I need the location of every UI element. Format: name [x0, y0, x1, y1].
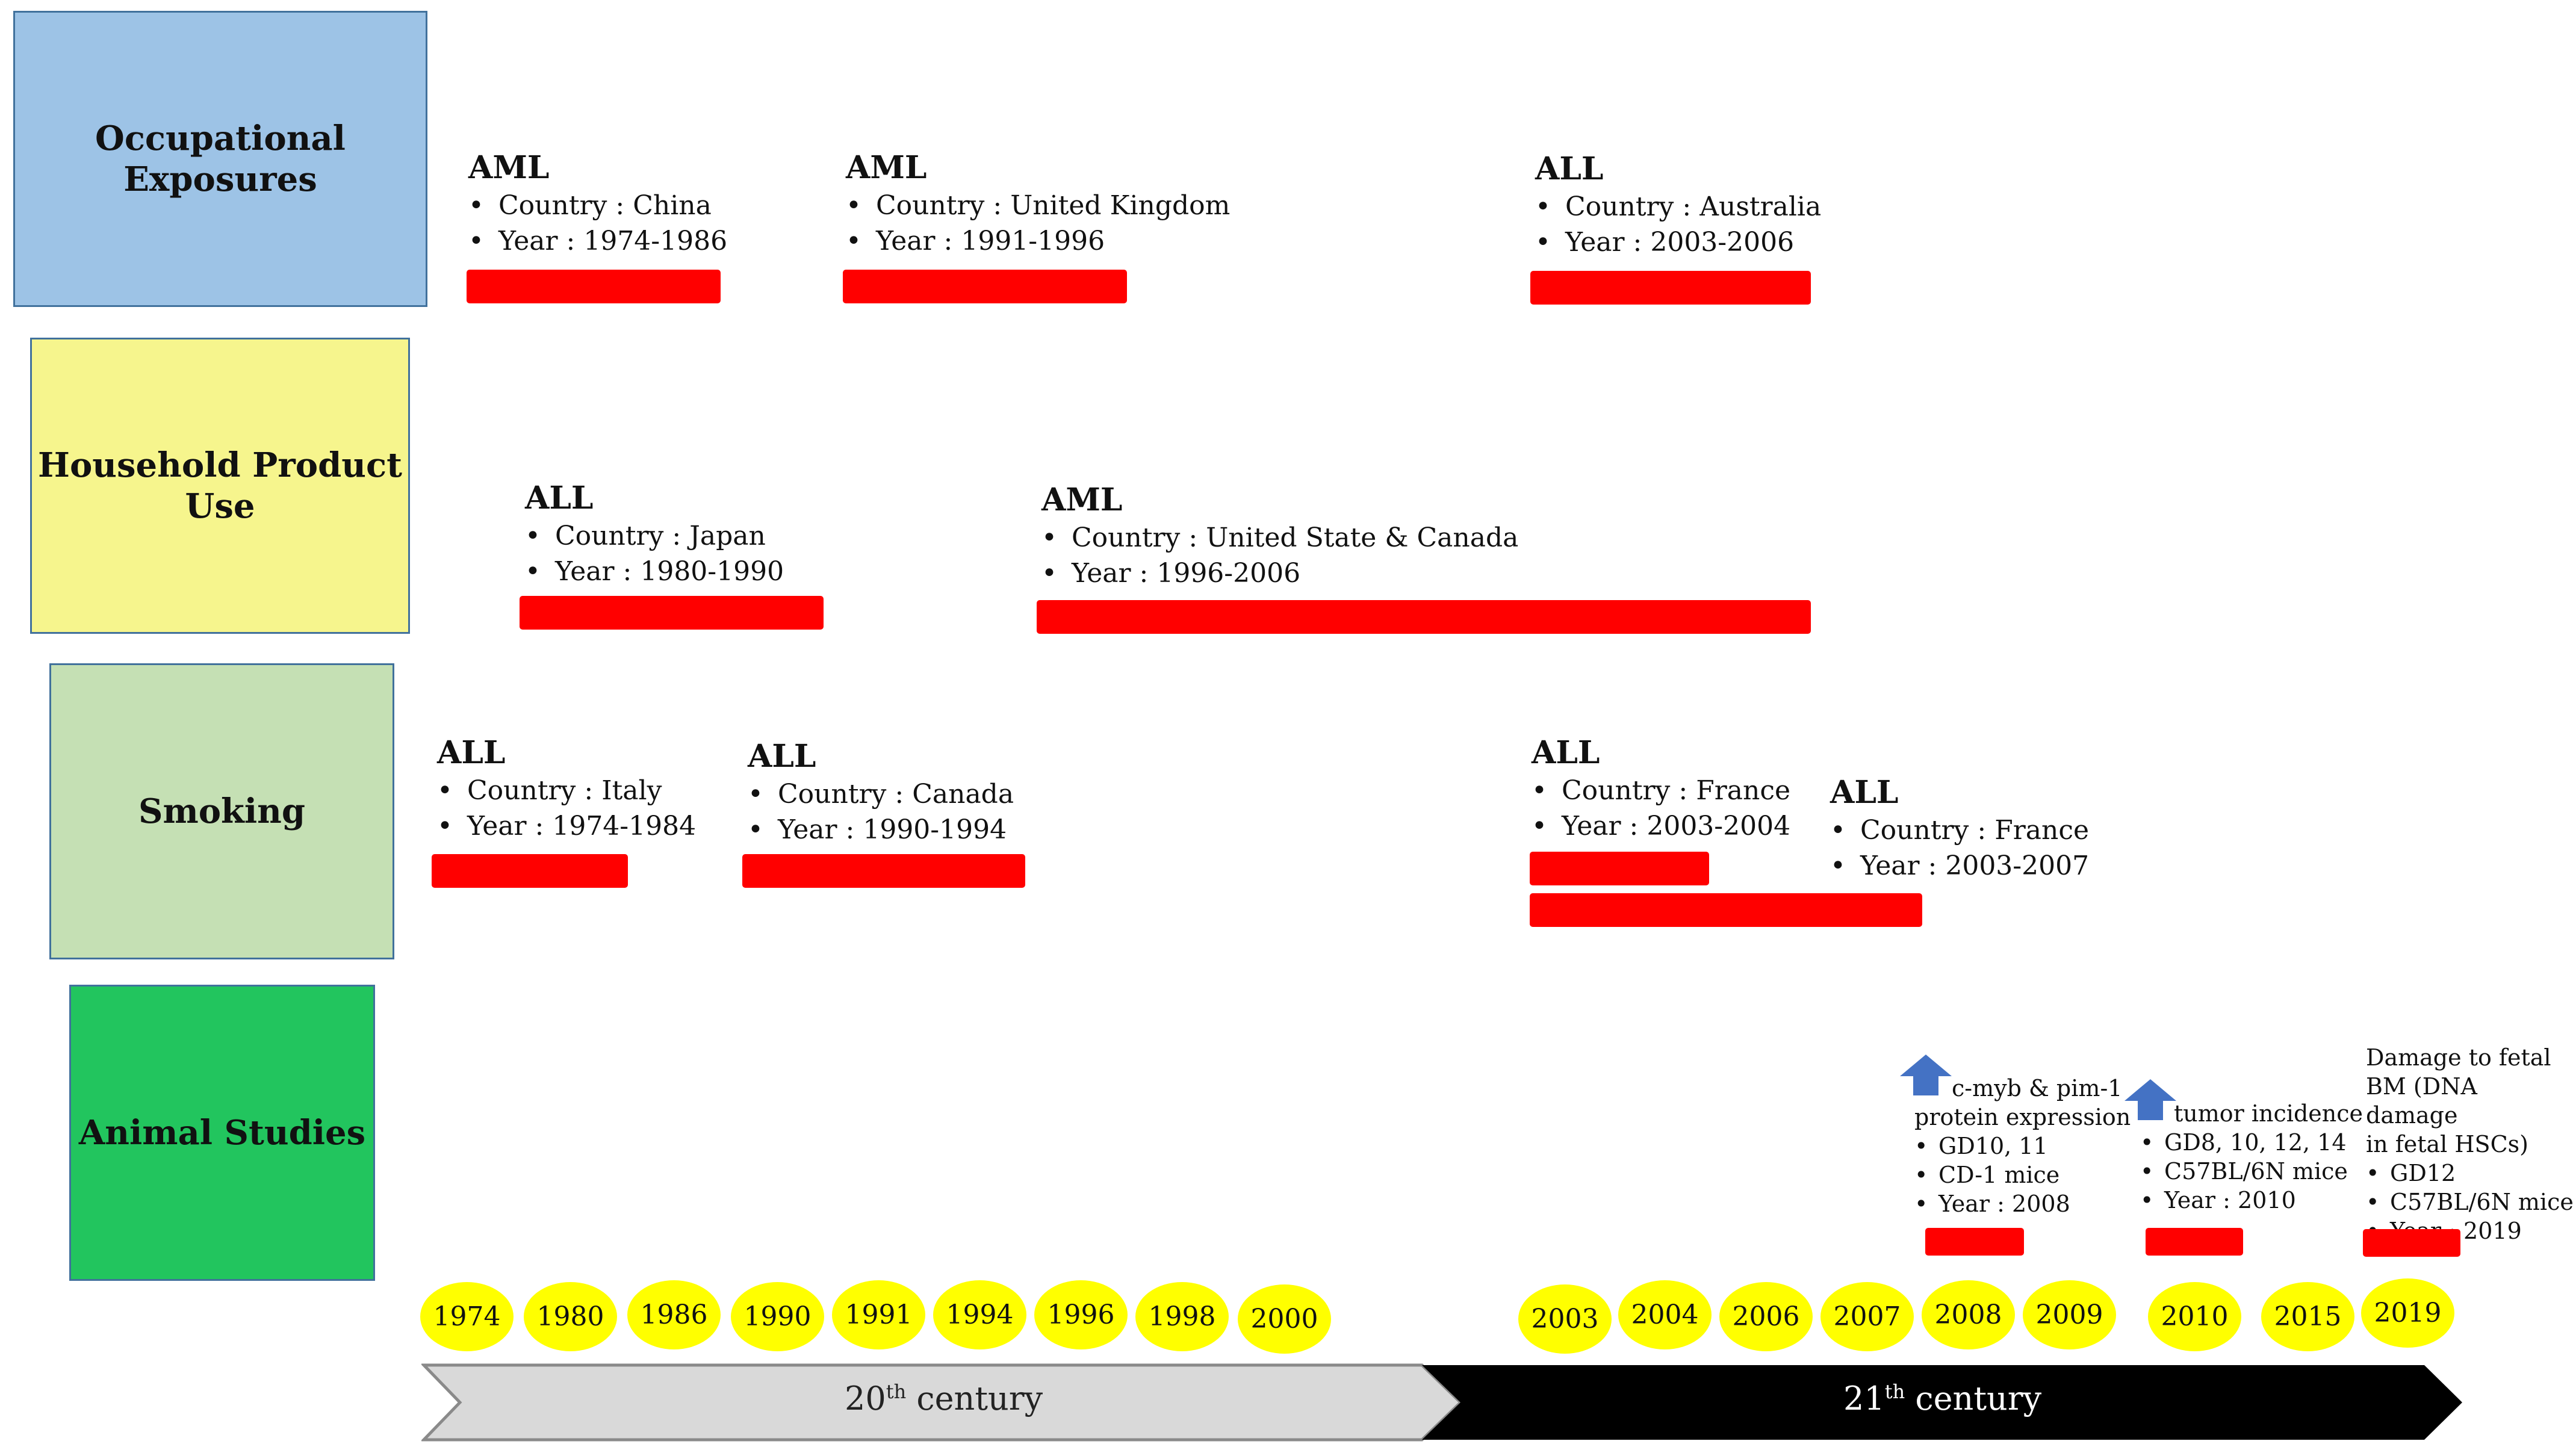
study-household-japan: ALL Country : Japan Year : 1980-1990	[525, 480, 784, 589]
year-bubble: 2003	[1518, 1284, 1612, 1354]
study-occupational-china: AML Country : China Year : 1974-1986	[468, 149, 727, 259]
year-bubble: 1991	[832, 1280, 925, 1349]
animal-finding: Damage to fetal	[2366, 1044, 2551, 1071]
arrow-up-icon	[2125, 1079, 2176, 1120]
animal-finding: tumor incidence	[2174, 1100, 2363, 1127]
study-title: ALL	[1535, 150, 1604, 187]
bar-smoking-france-2007	[1530, 893, 1922, 927]
year-bubble: 2004	[1618, 1280, 1712, 1349]
study-country: Country : Australia	[1535, 189, 1821, 225]
study-year: Year : 1980-1990	[525, 554, 784, 589]
category-animal-studies: Animal Studies	[69, 985, 375, 1281]
study-country: Country : Canada	[748, 776, 1014, 812]
study-title: AML	[1041, 482, 1123, 518]
animal-finding: c-myb & pim-1	[1952, 1075, 2123, 1101]
category-occupational-exposures: Occupational Exposures	[13, 11, 427, 307]
bar-smoking-france-2004	[1530, 852, 1709, 885]
year-bubble: 2006	[1719, 1282, 1813, 1351]
category-label: Household Product Use	[38, 445, 402, 526]
study-year: Year : 1991-1996	[846, 223, 1230, 259]
timeline-21st-century-segment	[1422, 1365, 2462, 1440]
animal-study-2019: Damage to fetal BM (DNA damage in fetal …	[2366, 1043, 2573, 1245]
animal-finding: protein expression	[1914, 1104, 2131, 1130]
century-label-21st: 21th century	[1843, 1380, 2042, 1417]
bar-occupational-china	[467, 270, 721, 303]
study-year: Year : 1974-1984	[437, 808, 696, 844]
category-label: Smoking	[138, 792, 305, 831]
study-year: Year : 2003-2006	[1535, 225, 1821, 260]
study-year: Year : 1990-1994	[748, 812, 1014, 847]
timeline-arrow	[421, 1363, 2462, 1442]
study-year: Year : 2003-2004	[1532, 808, 1790, 844]
study-country: Country : United State & Canada	[1041, 520, 1518, 556]
bar-smoking-canada	[742, 854, 1025, 888]
year-bubble: 1986	[627, 1280, 721, 1349]
category-household-product-use: Household Product Use	[30, 338, 410, 634]
study-year: Year : 1996-2006	[1041, 556, 1518, 591]
animal-detail: GD8, 10, 12, 14	[2140, 1128, 2363, 1157]
year-bubble: 2009	[2023, 1280, 2116, 1349]
bar-animal-2019	[2363, 1229, 2460, 1257]
study-title: ALL	[1830, 774, 1899, 811]
study-household-us-canada: AML Country : United State & Canada Year…	[1041, 482, 1518, 591]
animal-detail: GD12	[2366, 1159, 2573, 1188]
bar-occupational-uk	[843, 270, 1127, 303]
arrow-up-icon	[1900, 1055, 1952, 1095]
study-occupational-australia: ALL Country : Australia Year : 2003-2006	[1535, 150, 1821, 260]
bar-household-japan	[520, 596, 824, 630]
animal-detail: Year : 2010	[2140, 1186, 2363, 1215]
year-bubble: 2019	[2361, 1278, 2454, 1348]
century-label-20th: 20th century	[845, 1380, 1043, 1417]
bar-animal-2010	[2146, 1228, 2243, 1256]
study-smoking-france-2007: ALL Country : France Year : 2003-2007	[1830, 774, 2089, 884]
study-country: Country : Japan	[525, 518, 784, 554]
animal-study-2008: c-myb & pim-1 protein expression GD10, 1…	[1914, 1074, 2131, 1218]
study-year: Year : 1974-1986	[468, 223, 727, 259]
animal-detail: CD-1 mice	[1914, 1160, 2131, 1189]
study-title: ALL	[748, 738, 816, 775]
year-bubble: 1974	[420, 1282, 514, 1351]
bar-occupational-australia	[1530, 271, 1811, 305]
year-bubble: 1998	[1135, 1282, 1229, 1351]
animal-detail: C57BL/6N mice	[2366, 1188, 2573, 1216]
category-label: Occupational Exposures	[95, 119, 346, 199]
study-smoking-italy: ALL Country : Italy Year : 1974-1984	[437, 734, 696, 844]
animal-detail: Year : 2008	[1914, 1189, 2131, 1218]
year-bubble: 2008	[1922, 1280, 2015, 1349]
study-title: ALL	[437, 734, 506, 771]
study-country: Country : China	[468, 188, 727, 223]
study-occupational-uk: AML Country : United Kingdom Year : 1991…	[846, 149, 1230, 259]
bar-smoking-italy	[432, 854, 628, 888]
study-smoking-canada: ALL Country : Canada Year : 1990-1994	[748, 738, 1014, 847]
year-bubble: 1996	[1034, 1280, 1128, 1349]
study-title: AML	[468, 149, 550, 186]
study-country: Country : France	[1532, 773, 1790, 808]
year-bubble: 2007	[1820, 1282, 1914, 1351]
year-bubble: 1980	[524, 1282, 617, 1351]
bar-household-us-canada	[1037, 600, 1811, 634]
category-label: Animal Studies	[78, 1113, 366, 1153]
category-smoking: Smoking	[49, 663, 394, 959]
animal-finding: BM (DNA damage	[2366, 1073, 2477, 1129]
year-bubble: 1994	[933, 1280, 1026, 1349]
animal-study-2010: tumor incidence GD8, 10, 12, 14 C57BL/6N…	[2140, 1099, 2363, 1215]
year-bubble: 2015	[2261, 1282, 2354, 1351]
animal-finding: in fetal HSCs)	[2366, 1131, 2528, 1157]
animal-detail: C57BL/6N mice	[2140, 1157, 2363, 1186]
year-bubble: 2010	[2148, 1282, 2241, 1351]
bar-animal-2008	[1925, 1228, 2024, 1256]
study-title: ALL	[1532, 734, 1600, 771]
animal-detail: GD10, 11	[1914, 1132, 2131, 1160]
study-year: Year : 2003-2007	[1830, 848, 2089, 884]
study-title: AML	[846, 149, 927, 186]
study-title: ALL	[525, 480, 594, 516]
study-country: Country : France	[1830, 813, 2089, 848]
study-country: Country : United Kingdom	[846, 188, 1230, 223]
year-bubble: 2000	[1238, 1284, 1331, 1354]
study-smoking-france-2004: ALL Country : France Year : 2003-2004	[1532, 734, 1790, 844]
study-country: Country : Italy	[437, 773, 696, 808]
year-bubble: 1990	[731, 1282, 824, 1351]
